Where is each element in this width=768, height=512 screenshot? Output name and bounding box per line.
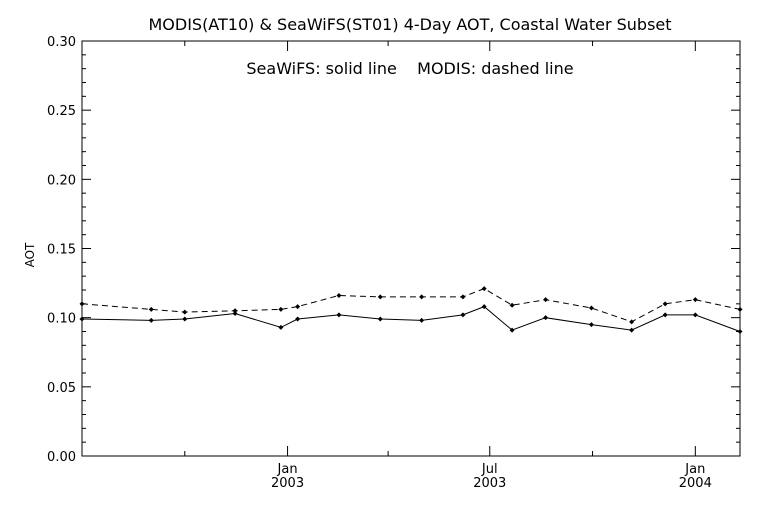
modis-point xyxy=(182,309,188,315)
seawifs-point xyxy=(692,312,698,318)
seawifs-point xyxy=(481,304,487,310)
x-tick-label-month: Jan xyxy=(684,462,705,477)
seawifs-point xyxy=(543,315,549,321)
modis-point xyxy=(232,308,238,314)
modis-point xyxy=(278,306,284,312)
y-axis-label: AOT xyxy=(23,242,37,267)
modis-point xyxy=(148,306,154,312)
y-tick-label: 0.10 xyxy=(47,312,76,327)
plot-frame xyxy=(81,40,741,457)
modis-point xyxy=(543,297,549,303)
modis-point xyxy=(588,305,594,311)
seawifs-point xyxy=(629,327,635,333)
modis-point xyxy=(481,286,487,292)
y-tick-label: 0.30 xyxy=(47,35,76,50)
seawifs-point xyxy=(662,312,668,318)
modis-point xyxy=(79,301,85,307)
y-tick-label: 0.00 xyxy=(47,450,76,465)
seawifs-point xyxy=(79,316,85,322)
modis-point xyxy=(460,294,466,300)
y-tick-label: 0.25 xyxy=(47,104,76,119)
series-layer xyxy=(79,286,743,334)
seawifs-point xyxy=(588,322,594,328)
modis-point xyxy=(419,294,425,300)
modis-point xyxy=(295,304,301,310)
modis-point xyxy=(662,301,668,307)
seawifs-point xyxy=(419,317,425,323)
x-tick-label-month: Jul xyxy=(481,462,498,477)
x-tick-label-year: 2003 xyxy=(473,476,506,491)
modis-point xyxy=(377,294,383,300)
seawifs-point xyxy=(737,329,743,334)
y-axis: 0.00 0.05 0.10 0.15 0.20 0.25 0.30 xyxy=(47,35,740,465)
seawifs-point xyxy=(232,311,238,317)
seawifs-point xyxy=(509,327,515,333)
seawifs-point xyxy=(278,324,284,330)
modis-point xyxy=(629,319,635,325)
seawifs-point xyxy=(295,316,301,322)
x-tick-label-year: 2004 xyxy=(679,476,712,491)
modis-point xyxy=(692,297,698,303)
chart-title: MODIS(AT10) & SeaWiFS(ST01) 4-Day AOT, C… xyxy=(148,15,671,34)
seawifs-point xyxy=(460,312,466,318)
y-tick-label: 0.05 xyxy=(47,381,76,396)
modis-line xyxy=(81,288,741,323)
y-tick-label: 0.20 xyxy=(47,173,76,188)
modis-point xyxy=(336,293,342,299)
modis-point xyxy=(509,302,515,308)
seawifs-line xyxy=(81,306,741,332)
y-tick-label: 0.15 xyxy=(47,243,76,258)
x-tick-label-month: Jan xyxy=(277,462,298,477)
seawifs-point xyxy=(336,312,342,318)
seawifs-point xyxy=(377,316,383,322)
seawifs-point xyxy=(148,317,154,323)
modis-point xyxy=(737,306,743,312)
legend-annotation: SeaWiFS: solid line MODIS: dashed line xyxy=(246,59,573,78)
seawifs-point xyxy=(182,316,188,322)
x-tick-label-year: 2003 xyxy=(271,476,304,491)
